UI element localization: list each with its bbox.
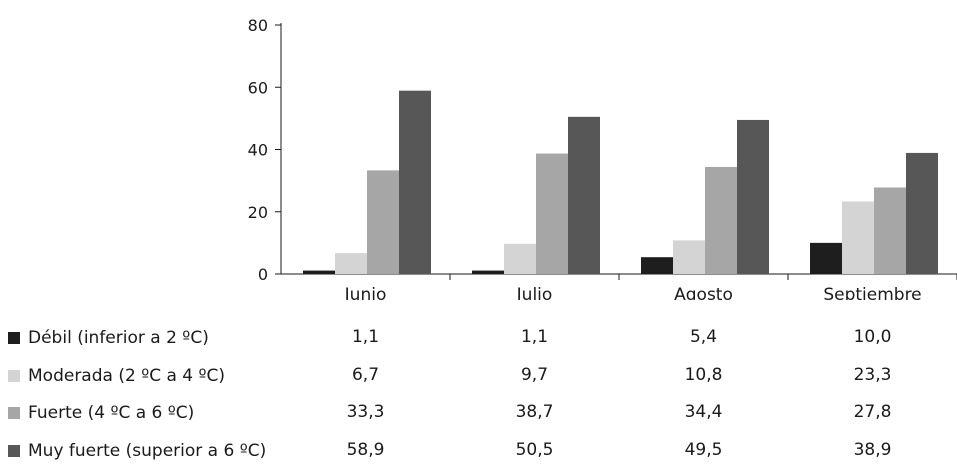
bar bbox=[303, 270, 335, 274]
bar bbox=[641, 257, 673, 274]
bar bbox=[737, 119, 769, 275]
y-tick-label: 60 bbox=[248, 78, 268, 97]
data-value-cell: 33,3 bbox=[346, 402, 385, 422]
data-value-cell: 34,4 bbox=[684, 402, 723, 422]
data-value-cell: 58,9 bbox=[346, 440, 385, 460]
category-labels: Junio Julio Agosto Septiembre bbox=[344, 285, 922, 300]
bar bbox=[335, 253, 367, 274]
data-value-cell: 50,5 bbox=[515, 440, 554, 460]
x-category-label: Septiembre bbox=[823, 285, 921, 300]
legend-entry: Fuerte (4 ºC a 6 ºC) bbox=[8, 400, 194, 426]
x-category-label: Julio bbox=[516, 285, 553, 300]
bar bbox=[874, 187, 906, 274]
bar bbox=[568, 116, 600, 274]
legend-label: Muy fuerte (superior a 6 ºC) bbox=[28, 441, 267, 461]
bar bbox=[842, 201, 874, 274]
y-tick-label: 40 bbox=[248, 141, 268, 160]
legend-swatch bbox=[8, 332, 20, 344]
bar-chart: 0 20 40 60 80 Junio Julio Agosto Septiembre bbox=[248, 16, 957, 300]
legend-label: Moderada (2 ºC a 4 ºC) bbox=[28, 366, 226, 386]
data-value-cell: 6,7 bbox=[351, 365, 380, 385]
bar bbox=[472, 270, 504, 274]
bars bbox=[303, 90, 938, 275]
data-value-cell: 5,4 bbox=[689, 327, 718, 347]
legend-swatch bbox=[8, 407, 20, 419]
x-category-label: Junio bbox=[344, 285, 387, 300]
bar bbox=[367, 170, 399, 274]
legend-label: Fuerte (4 ºC a 6 ºC) bbox=[28, 403, 195, 423]
data-value-cell: 23,3 bbox=[853, 365, 892, 385]
data-value-cell: 9,7 bbox=[520, 365, 549, 385]
bar bbox=[906, 152, 938, 274]
bar bbox=[504, 243, 536, 274]
legend-swatch bbox=[8, 370, 20, 382]
x-category-label: Agosto bbox=[674, 285, 733, 300]
data-value-cell: 10,8 bbox=[684, 365, 723, 385]
data-value-cell: 10,0 bbox=[853, 327, 892, 347]
y-tick-label: 20 bbox=[248, 203, 268, 222]
bar bbox=[536, 153, 568, 274]
bar bbox=[673, 240, 705, 274]
bar bbox=[705, 166, 737, 274]
legend-label: Débil (inferior a 2 ºC) bbox=[28, 328, 209, 348]
legend-entry: Muy fuerte (superior a 6 ºC) bbox=[8, 438, 266, 464]
data-value-cell: 49,5 bbox=[684, 440, 723, 460]
y-tick-label: 80 bbox=[248, 16, 268, 35]
bar bbox=[399, 90, 431, 274]
legend-entry: Moderada (2 ºC a 4 ºC) bbox=[8, 363, 225, 389]
data-value-cell: 1,1 bbox=[520, 327, 549, 347]
legend-swatch bbox=[8, 445, 20, 457]
data-value-cell: 38,9 bbox=[853, 440, 892, 460]
y-tick-label: 0 bbox=[258, 265, 268, 284]
data-value-cell: 38,7 bbox=[515, 402, 554, 422]
legend-entry: Débil (inferior a 2 ºC) bbox=[8, 325, 209, 351]
bar bbox=[810, 242, 842, 274]
data-value-cell: 27,8 bbox=[853, 402, 892, 422]
data-value-cell: 1,1 bbox=[351, 327, 380, 347]
